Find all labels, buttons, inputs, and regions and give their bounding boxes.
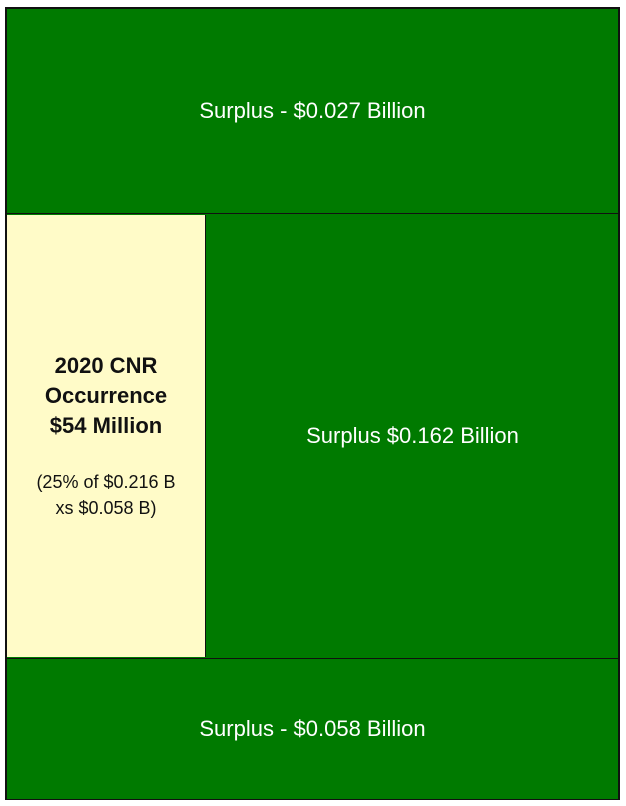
occurrence-detail-line2: xs $0.058 B) xyxy=(55,498,157,518)
surplus-bottom-layer: Surplus - $0.058 Billion xyxy=(7,658,618,799)
occurrence-detail-line1: (25% of $0.216 B xyxy=(36,472,176,492)
layer-diagram: Surplus - $0.027 Billion 2020 CNR Occurr… xyxy=(5,7,620,800)
occurrence-title-line2: Occurrence xyxy=(44,383,168,408)
surplus-middle-label: Surplus $0.162 Billion xyxy=(306,423,519,448)
occurrence-title: 2020 CNR Occurrence $54 Million xyxy=(45,351,167,441)
occurrence-amount: $54 Million xyxy=(49,413,163,438)
surplus-top-layer: Surplus - $0.027 Billion xyxy=(7,9,618,214)
surplus-bottom-label: Surplus - $0.058 Billion xyxy=(199,716,426,741)
middle-layer: 2020 CNR Occurrence $54 Million (25% of … xyxy=(7,215,618,657)
cnr-occurrence-block: 2020 CNR Occurrence $54 Million (25% of … xyxy=(7,215,206,657)
occurrence-detail: (25% of $0.216 B xs $0.058 B) xyxy=(36,469,175,521)
occurrence-title-line1: 2020 CNR xyxy=(54,353,158,378)
surplus-top-label: Surplus - $0.027 Billion xyxy=(199,98,426,123)
surplus-middle-block: Surplus $0.162 Billion xyxy=(207,215,618,657)
